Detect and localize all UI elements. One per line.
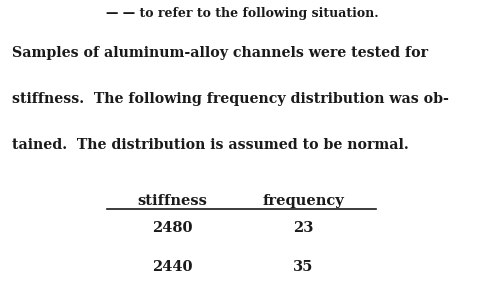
Text: stiffness: stiffness: [137, 194, 207, 208]
Text: 35: 35: [292, 260, 313, 274]
Text: stiffness.  The following frequency distribution was ob-: stiffness. The following frequency distr…: [12, 92, 448, 106]
Text: — — to refer to the following situation.: — — to refer to the following situation.: [106, 7, 378, 20]
Text: 2480: 2480: [151, 221, 192, 234]
Text: Samples of aluminum-alloy channels were tested for: Samples of aluminum-alloy channels were …: [12, 46, 427, 60]
Text: 2440: 2440: [151, 260, 192, 274]
Text: frequency: frequency: [262, 194, 343, 208]
Text: tained.  The distribution is assumed to be normal.: tained. The distribution is assumed to b…: [12, 138, 408, 152]
Text: 23: 23: [292, 221, 313, 234]
